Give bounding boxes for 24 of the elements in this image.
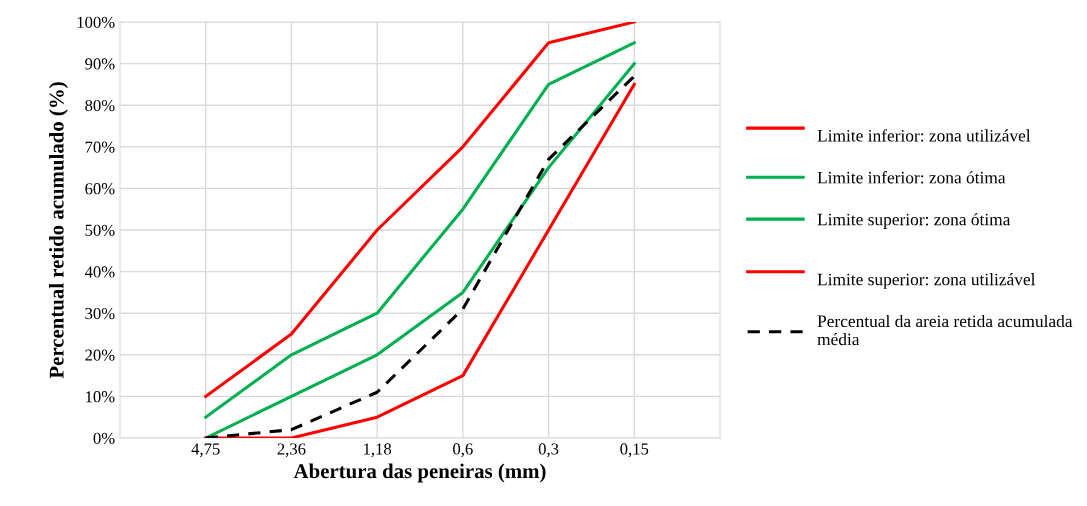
legend-label: Limite inferior: zona ótima xyxy=(817,171,1006,184)
y-tick-label: 90% xyxy=(85,58,115,70)
y-axis-title: Percentual retido acumulado (%) xyxy=(49,82,68,379)
y-tick-label: 0% xyxy=(93,432,115,444)
legend-label: Limite superior: zona utilizável xyxy=(817,273,1036,289)
x-tick-label: 0,3 xyxy=(538,443,559,457)
y-tick-label: 80% xyxy=(85,99,115,112)
x-tick-label: 1,18 xyxy=(364,443,392,457)
legend-label: Limite superior: zona ótima xyxy=(817,213,1011,229)
y-tick-label: 100% xyxy=(77,16,115,28)
y-tick-label: 20% xyxy=(85,349,115,361)
y-tick-label: 50% xyxy=(85,224,115,236)
x-tick-label: 0,15 xyxy=(620,443,649,457)
x-tick-label: 2,36 xyxy=(277,443,306,457)
x-tick-label: 0,6 xyxy=(453,443,473,457)
legend-label: Percentual da areia retida acumulada média xyxy=(817,314,1073,346)
x-tick-label: 4,75 xyxy=(191,443,220,457)
y-tick-label: 60% xyxy=(85,183,115,195)
x-axis-title: Abertura das peneiras (mm) xyxy=(293,463,546,483)
y-tick-label: 40% xyxy=(84,266,115,278)
legend-label: Limite inferior: zona utilizável xyxy=(817,129,1031,142)
y-tick-label: 30% xyxy=(85,307,115,320)
y-tick-label: 70% xyxy=(85,141,115,153)
y-tick-label: 10% xyxy=(86,391,115,403)
